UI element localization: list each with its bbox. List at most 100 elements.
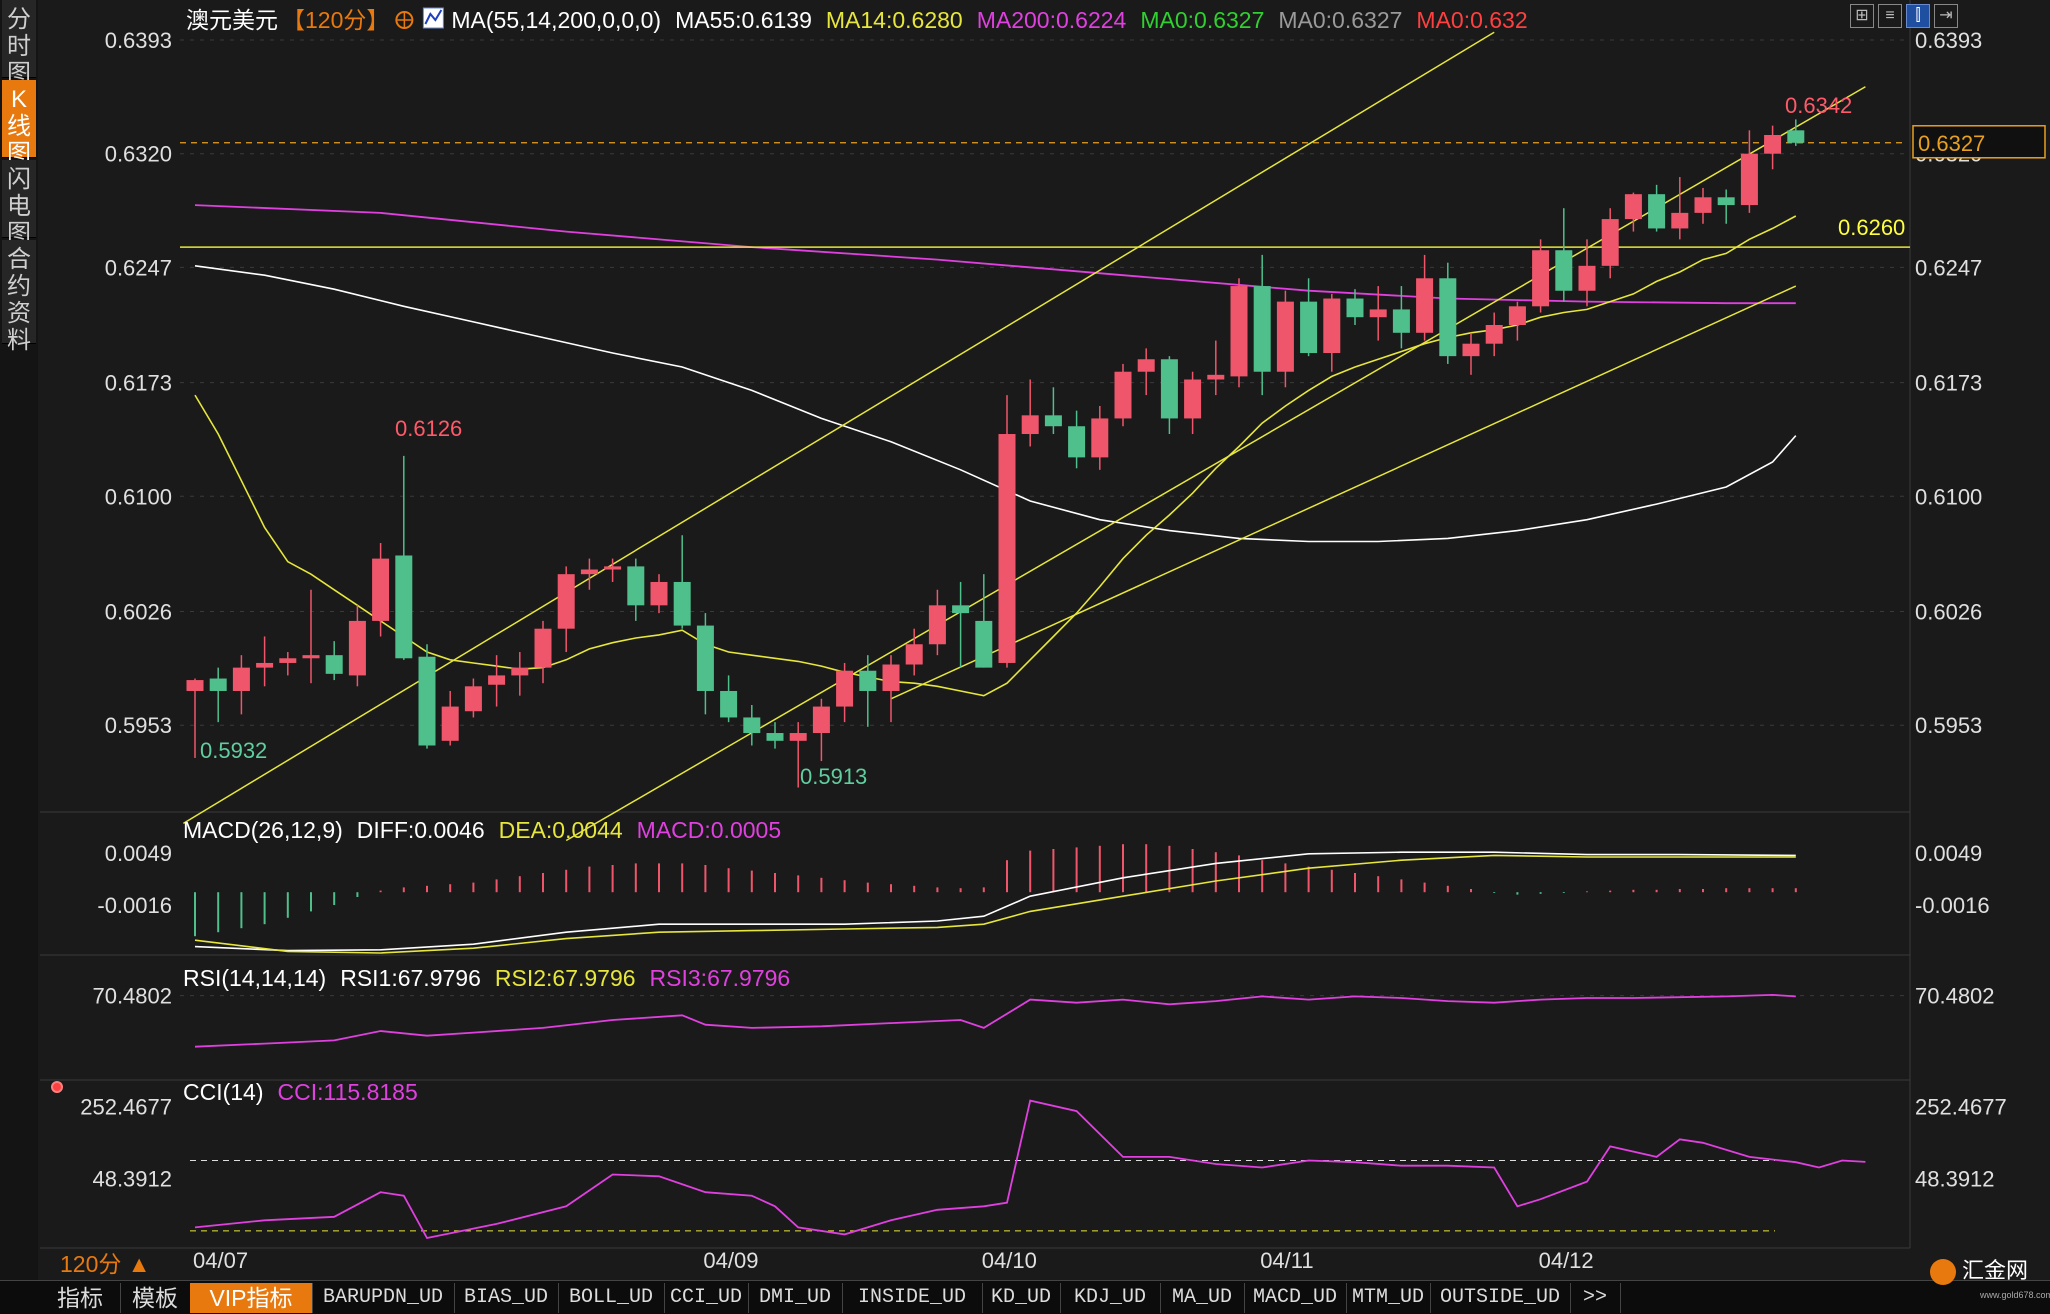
- indicator-tab[interactable]: BIAS_UD: [454, 1283, 559, 1313]
- price-tick-left: 0.6393: [105, 28, 172, 53]
- sidebar-tab-contract-info[interactable]: 合约资料: [2, 240, 36, 354]
- price-tick-left: 0.6026: [105, 600, 172, 625]
- cci-tick-left: 48.3912: [92, 1167, 172, 1192]
- price-tick-left: 0.6247: [105, 255, 172, 280]
- cci-tick-right: 252.4677: [1915, 1095, 2007, 1120]
- indicator-tab[interactable]: >>: [1570, 1283, 1621, 1313]
- cci-panel: [51, 1081, 1866, 1240]
- candle-up: [256, 662, 274, 668]
- candle-up: [998, 434, 1016, 663]
- sidebar-tab-intraday[interactable]: 分时图: [2, 0, 36, 87]
- rsi-tick-right: 70.4802: [1915, 984, 1995, 1009]
- candle-down: [1555, 250, 1573, 291]
- period-tag: 【120分】: [282, 7, 389, 33]
- candle-style-icon[interactable]: ⫿: [1906, 4, 1930, 28]
- candle-down: [1787, 130, 1805, 143]
- candle-up: [1230, 286, 1248, 377]
- legend-item: MA0:0.6327: [1278, 7, 1402, 33]
- price-tick-right: 0.6393: [1915, 28, 1982, 53]
- candle-down: [395, 555, 413, 659]
- price-tick-left: 0.6100: [105, 484, 172, 509]
- candle-down: [1392, 309, 1410, 333]
- candle-up: [1624, 194, 1642, 220]
- legend-item: MA0:0.632: [1416, 7, 1527, 33]
- price-tick-left: 0.6173: [105, 371, 172, 396]
- candlestick-chart[interactable]: 0.63930.63930.63200.63200.62470.62470.61…: [0, 0, 2050, 1280]
- trendline: [183, 31, 1495, 825]
- candles: [186, 119, 1805, 788]
- candle-down: [696, 625, 714, 691]
- indicator-tab[interactable]: VIP指标: [190, 1283, 313, 1313]
- indicator-tab[interactable]: KD_UD: [982, 1283, 1061, 1313]
- ma200-line: [194, 204, 1796, 305]
- indicator-tab[interactable]: MACD_UD: [1244, 1283, 1347, 1313]
- hline-label: 0.6260: [1838, 215, 1905, 240]
- candle-up: [302, 655, 320, 659]
- price-tick-left: 0.5953: [105, 713, 172, 738]
- candle-up: [1764, 135, 1782, 154]
- grid-lines: [40, 0, 1911, 1249]
- candle-up: [604, 566, 622, 570]
- candle-up: [557, 574, 575, 629]
- candle-up: [1694, 197, 1712, 213]
- indicator-tab[interactable]: CCI_UD: [664, 1283, 749, 1313]
- candle-down: [1717, 197, 1735, 206]
- cci-tick-left: 252.4677: [80, 1095, 172, 1120]
- candle-up: [1369, 309, 1387, 318]
- candle-up: [232, 667, 250, 691]
- macd-dea-line: [194, 854, 1796, 954]
- macd-panel: [194, 844, 1797, 954]
- legend-item: MACD(26,12,9): [183, 817, 343, 843]
- candle-down: [859, 670, 877, 691]
- indicator-tab[interactable]: BOLL_UD: [558, 1283, 665, 1313]
- sidebar-tab-flash[interactable]: 闪电图: [2, 160, 36, 247]
- indicator-tab[interactable]: 模板: [120, 1283, 191, 1313]
- indicator-tab[interactable]: BARUPDN_UD: [312, 1283, 455, 1313]
- bar-style-icon[interactable]: ≡: [1878, 4, 1902, 28]
- candle-up: [1508, 306, 1526, 325]
- period-indicator[interactable]: 120分 ▲: [60, 1251, 151, 1277]
- candle-up: [464, 686, 482, 712]
- date-label: 04/10: [982, 1248, 1037, 1273]
- candle-up: [1276, 301, 1294, 372]
- price-tick-right: 0.6247: [1915, 255, 1982, 280]
- crosshair-icon[interactable]: ⊞: [1850, 4, 1874, 28]
- candle-up: [1416, 278, 1434, 333]
- price-tick-right: 0.6026: [1915, 600, 1982, 625]
- candle-down: [720, 690, 738, 718]
- macd-diff-line: [194, 851, 1796, 952]
- cci-marker-icon: [51, 1081, 63, 1093]
- indicator-tab[interactable]: MTM_UD: [1346, 1283, 1431, 1313]
- legend-item: MACD:0.0005: [637, 817, 781, 843]
- candle-down: [627, 566, 645, 606]
- candle-down: [1253, 286, 1271, 372]
- candle-down: [1346, 298, 1364, 318]
- indicator-tab[interactable]: KDJ_UD: [1060, 1283, 1161, 1313]
- macd-tick-left: -0.0016: [97, 893, 172, 918]
- legend-item: CCI:115.8185: [278, 1079, 418, 1105]
- expand-icon[interactable]: ⇥: [1934, 4, 1958, 28]
- candle-down: [975, 620, 993, 668]
- candle-up: [580, 569, 598, 575]
- indicator-tab[interactable]: MA_UD: [1160, 1283, 1245, 1313]
- legend-item: MA(55,14,200,0,0,0): [451, 7, 661, 33]
- legend-item: CCI(14): [183, 1079, 264, 1105]
- date-label: 04/09: [703, 1248, 758, 1273]
- indicator-tab[interactable]: OUTSIDE_UD: [1430, 1283, 1571, 1313]
- date-label: 04/12: [1539, 1248, 1594, 1273]
- macd-tick-right: -0.0016: [1915, 893, 1990, 918]
- candle-up: [488, 675, 506, 685]
- price-tick-right: 0.6100: [1915, 484, 1982, 509]
- chart-labels: 0.63930.63930.63200.63200.62470.62470.61…: [60, 7, 2046, 1277]
- moving-averages: [194, 204, 1797, 697]
- logo-text: 汇金网: [1962, 1258, 2029, 1283]
- indicator-tab[interactable]: 指标: [40, 1283, 121, 1313]
- indicator-tab[interactable]: INSIDE_UD: [842, 1283, 983, 1313]
- candle-up: [534, 628, 552, 668]
- current-price-label: 0.6327: [1918, 131, 1985, 156]
- period-selector-icon: [395, 11, 414, 29]
- low-label-left: 0.5932: [200, 738, 267, 763]
- legend-item: RSI1:67.9796: [340, 965, 481, 991]
- indicator-tab[interactable]: DMI_UD: [748, 1283, 843, 1313]
- candle-up: [1323, 298, 1341, 354]
